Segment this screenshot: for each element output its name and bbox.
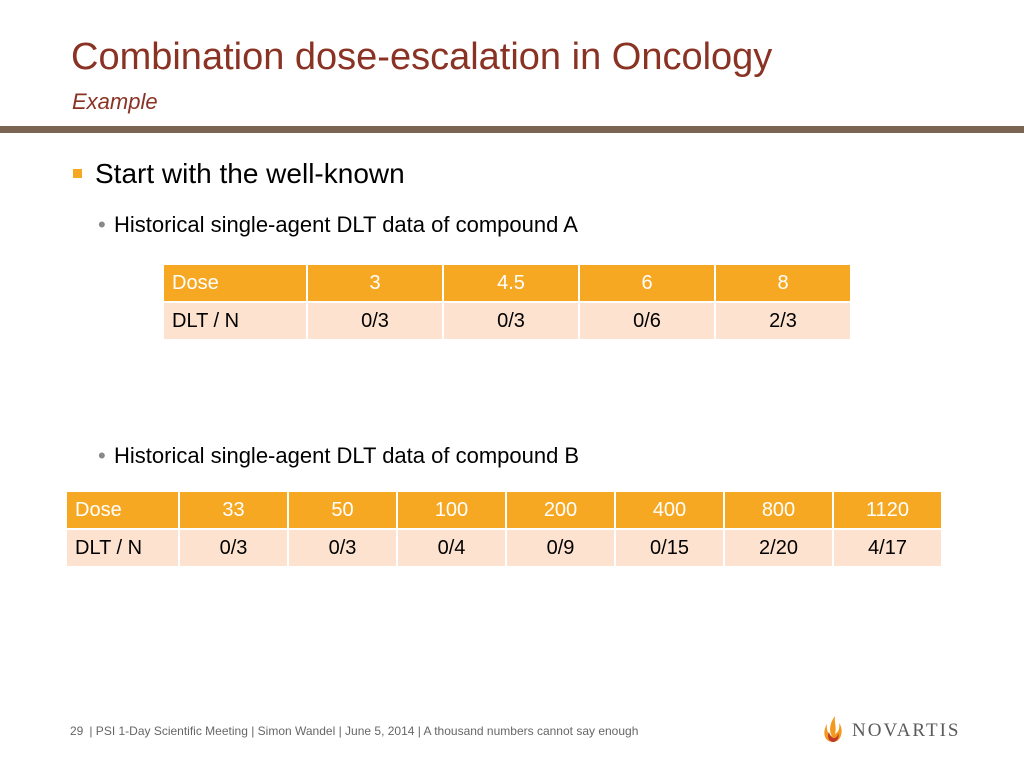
table-cell: DLT / N <box>164 303 306 339</box>
dot-bullet-icon: • <box>98 443 106 468</box>
slide-title: Combination dose-escalation in Oncology <box>71 36 773 78</box>
table-row: DLT / N 0/3 0/3 0/4 0/9 0/15 2/20 4/17 <box>67 530 941 566</box>
novartis-flame-icon <box>824 716 842 742</box>
table-cell: 0/3 <box>444 303 578 339</box>
table-cell: 4.5 <box>444 265 578 301</box>
table-cell: 0/3 <box>180 530 287 566</box>
novartis-wordmark: NOVARTIS <box>852 720 961 741</box>
title-divider <box>0 126 1024 133</box>
table-cell: DLT / N <box>67 530 178 566</box>
table-cell: 1120 <box>834 492 941 528</box>
table-cell: 0/6 <box>580 303 714 339</box>
table-cell: Dose <box>67 492 178 528</box>
table-cell: 800 <box>725 492 832 528</box>
footer-text: | PSI 1-Day Scientific Meeting | Simon W… <box>89 724 639 738</box>
table-cell: 100 <box>398 492 505 528</box>
footer: 29 | PSI 1-Day Scientific Meeting | Simon… <box>70 724 638 738</box>
square-bullet-icon <box>73 169 82 178</box>
table-row: DLT / N 0/3 0/3 0/6 2/3 <box>164 303 850 339</box>
table-header-row: Dose 3 4.5 6 8 <box>164 265 850 301</box>
table-cell: 8 <box>716 265 850 301</box>
dot-bullet-icon: • <box>98 212 106 237</box>
table-cell: 0/9 <box>507 530 614 566</box>
table-cell: 0/4 <box>398 530 505 566</box>
table-cell: 0/3 <box>289 530 396 566</box>
table-cell: 3 <box>308 265 442 301</box>
table-cell: 4/17 <box>834 530 941 566</box>
table-cell: 0/15 <box>616 530 723 566</box>
table-cell: 200 <box>507 492 614 528</box>
table-cell: 6 <box>580 265 714 301</box>
table-cell: 0/3 <box>308 303 442 339</box>
table-cell: 2/20 <box>725 530 832 566</box>
slide-subtitle: Example <box>72 89 158 114</box>
table-cell: Dose <box>164 265 306 301</box>
table-cell: 2/3 <box>716 303 850 339</box>
sub-bullet-b-text: Historical single-agent DLT data of comp… <box>114 443 580 468</box>
page-number: 29 <box>70 724 84 738</box>
table-header-row: Dose 33 50 100 200 400 800 1120 <box>67 492 941 528</box>
sub-bullet-a-text: Historical single-agent DLT data of comp… <box>114 212 578 237</box>
main-bullet-text: Start with the well-known <box>95 158 405 189</box>
table-cell: 400 <box>616 492 723 528</box>
table-cell: 33 <box>180 492 287 528</box>
table-cell: 50 <box>289 492 396 528</box>
compound-b-table: Dose 33 50 100 200 400 800 1120 DLT / N … <box>65 490 943 568</box>
compound-a-table: Dose 3 4.5 6 8 DLT / N 0/3 0/3 0/6 2/3 <box>162 263 852 341</box>
